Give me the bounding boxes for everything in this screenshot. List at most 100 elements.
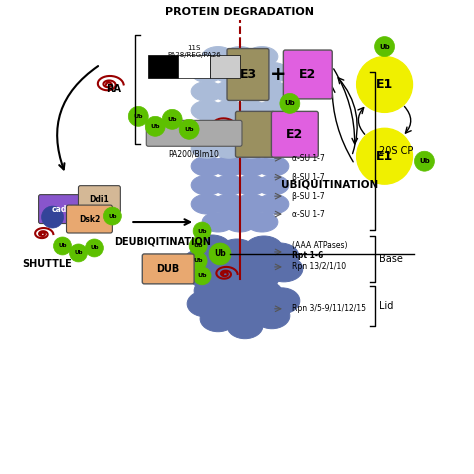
Text: UBIQUITINATION: UBIQUITINATION <box>281 179 378 189</box>
Text: E1: E1 <box>376 78 393 91</box>
Text: +: + <box>270 65 286 84</box>
Ellipse shape <box>191 100 223 120</box>
Ellipse shape <box>212 298 248 324</box>
Circle shape <box>193 222 211 240</box>
Ellipse shape <box>235 100 267 120</box>
Text: Ub: Ub <box>108 214 117 219</box>
Ellipse shape <box>191 175 223 195</box>
FancyBboxPatch shape <box>66 205 112 233</box>
Text: Base: Base <box>379 254 402 264</box>
Ellipse shape <box>254 303 290 329</box>
Ellipse shape <box>241 265 279 291</box>
FancyBboxPatch shape <box>146 120 242 146</box>
Ellipse shape <box>191 138 223 158</box>
Ellipse shape <box>213 63 245 82</box>
Text: RA: RA <box>106 84 121 94</box>
Text: E2: E2 <box>299 68 317 81</box>
FancyBboxPatch shape <box>38 195 91 224</box>
Ellipse shape <box>265 256 303 282</box>
Ellipse shape <box>213 119 245 139</box>
Ellipse shape <box>235 82 267 101</box>
Ellipse shape <box>257 138 289 158</box>
Circle shape <box>356 56 412 112</box>
Circle shape <box>209 243 231 265</box>
Text: Ub: Ub <box>419 158 430 164</box>
Ellipse shape <box>213 175 245 195</box>
FancyBboxPatch shape <box>236 111 274 157</box>
Ellipse shape <box>191 194 223 214</box>
Ellipse shape <box>224 212 256 232</box>
Ellipse shape <box>257 82 289 101</box>
Circle shape <box>42 206 64 228</box>
Ellipse shape <box>235 175 267 195</box>
Text: Dsk2: Dsk2 <box>79 215 100 224</box>
Ellipse shape <box>202 46 234 66</box>
Text: E2: E2 <box>286 128 303 141</box>
Text: Lid: Lid <box>379 301 393 311</box>
FancyBboxPatch shape <box>79 186 120 212</box>
Ellipse shape <box>245 236 283 262</box>
Text: Ub: Ub <box>74 250 83 255</box>
Ellipse shape <box>213 156 245 176</box>
Circle shape <box>414 151 434 171</box>
Ellipse shape <box>202 212 234 232</box>
Circle shape <box>374 36 394 56</box>
Ellipse shape <box>213 194 245 214</box>
Text: Rpn 3/5-9/11/12/15: Rpn 3/5-9/11/12/15 <box>292 304 366 313</box>
Text: Rpn 13/2/1/10: Rpn 13/2/1/10 <box>292 263 346 272</box>
Circle shape <box>54 237 72 255</box>
Text: β-SU 1-7: β-SU 1-7 <box>292 191 325 201</box>
Ellipse shape <box>213 100 245 120</box>
Ellipse shape <box>257 175 289 195</box>
Ellipse shape <box>220 283 256 309</box>
Circle shape <box>189 252 207 270</box>
Text: SHUTTLE: SHUTTLE <box>23 259 73 269</box>
Text: Ub: Ub <box>90 246 99 250</box>
Circle shape <box>179 119 199 139</box>
Circle shape <box>356 128 412 184</box>
Text: α-SU 1-7: α-SU 1-7 <box>292 210 325 219</box>
Ellipse shape <box>218 239 256 265</box>
Text: Ddi1: Ddi1 <box>90 195 109 204</box>
Text: Ub: Ub <box>379 44 390 50</box>
Circle shape <box>162 109 182 129</box>
Text: E3: E3 <box>239 68 256 81</box>
Text: Ub: Ub <box>214 249 226 258</box>
Ellipse shape <box>200 306 236 332</box>
Ellipse shape <box>235 138 267 158</box>
Text: Ub: Ub <box>167 117 177 122</box>
Ellipse shape <box>257 156 289 176</box>
FancyBboxPatch shape <box>283 50 332 99</box>
Circle shape <box>280 93 300 113</box>
Text: Ub: Ub <box>284 100 295 106</box>
Text: Ub: Ub <box>150 124 160 129</box>
Ellipse shape <box>194 278 230 304</box>
Ellipse shape <box>246 46 278 66</box>
Ellipse shape <box>240 296 276 322</box>
Text: Ub: Ub <box>197 273 207 278</box>
Text: 20S CP: 20S CP <box>379 146 413 156</box>
Circle shape <box>145 116 165 137</box>
Ellipse shape <box>246 212 278 232</box>
Ellipse shape <box>191 63 223 82</box>
Ellipse shape <box>189 263 227 289</box>
Ellipse shape <box>235 63 267 82</box>
Circle shape <box>128 106 148 127</box>
Text: 11S
PA28/REG/PA26: 11S PA28/REG/PA26 <box>167 45 221 57</box>
Ellipse shape <box>235 119 267 139</box>
Text: (AAA ATPases): (AAA ATPases) <box>292 241 347 250</box>
Ellipse shape <box>183 249 221 275</box>
Text: α-SU 1-7: α-SU 1-7 <box>292 154 325 163</box>
Ellipse shape <box>215 269 253 295</box>
Ellipse shape <box>191 82 223 101</box>
Text: cad23: cad23 <box>52 205 77 214</box>
Ellipse shape <box>264 288 300 314</box>
Ellipse shape <box>236 251 274 277</box>
Ellipse shape <box>213 138 245 158</box>
Ellipse shape <box>257 100 289 120</box>
Bar <box>148 55 178 79</box>
Text: DEUBIQITINATION: DEUBIQITINATION <box>114 237 210 247</box>
Ellipse shape <box>227 313 263 339</box>
Text: Ub: Ub <box>184 127 194 132</box>
Ellipse shape <box>213 82 245 101</box>
